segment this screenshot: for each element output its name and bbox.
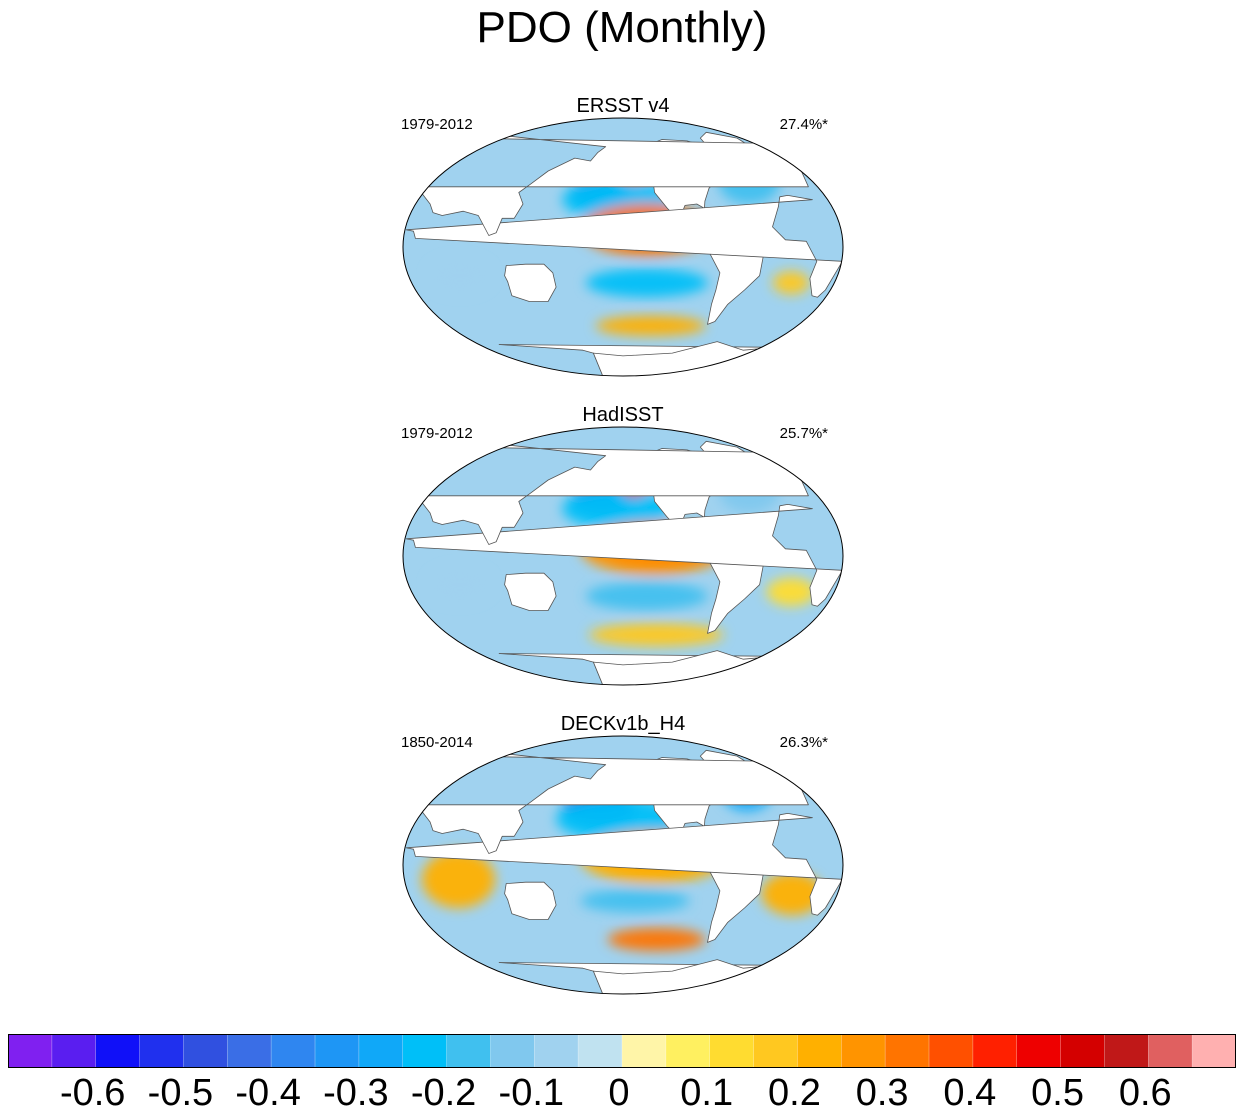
anomaly-southern-ocean-warm	[595, 315, 706, 336]
panel-title: ERSST v4	[576, 95, 670, 117]
panel-variance: 27.4%*	[779, 116, 828, 133]
colorbar-tick-label: 0.1	[680, 1072, 734, 1114]
anomaly-south-pacific-cool	[585, 581, 708, 611]
colorbar-swatch	[402, 1034, 447, 1068]
panel-variance: 26.3%*	[779, 734, 828, 751]
colorbar-tick-label: 0.4	[943, 1072, 997, 1114]
colorbar-swatch	[8, 1034, 53, 1068]
colorbar-swatch	[972, 1034, 1018, 1068]
panel-variance: 25.7%*	[779, 425, 828, 442]
colorbar-tick-label: -0.1	[498, 1072, 565, 1114]
panel-title: HadISST	[582, 404, 664, 426]
colorbar-swatch	[753, 1034, 798, 1068]
colorbar-swatch	[1192, 1034, 1236, 1068]
colorbar-swatch	[183, 1034, 228, 1068]
panel-period: 1979-2012	[401, 425, 473, 442]
colorbar-swatch	[358, 1034, 404, 1068]
land-australia	[504, 572, 557, 611]
figure-title: PDO (Monthly)	[476, 3, 768, 52]
colorbar-tick-label: 0.2	[768, 1072, 821, 1114]
land-africa	[405, 504, 843, 607]
anomaly-southern-ocean-warm	[589, 623, 724, 647]
anomaly-south-atlantic	[761, 872, 823, 916]
map-border	[402, 426, 844, 686]
colorbar-swatch	[885, 1034, 930, 1068]
colorbar-swatch	[622, 1034, 667, 1068]
colorbar-swatch	[490, 1034, 535, 1068]
colorbar-tick-label: -0.3	[323, 1072, 389, 1114]
colorbar-outline	[8, 1034, 1236, 1068]
colorbar-swatch	[665, 1034, 711, 1068]
anomaly-south-pacific-cool	[585, 268, 709, 298]
land-africa	[405, 813, 843, 916]
colorbar-swatch	[271, 1034, 316, 1068]
colorbar-swatch	[446, 1034, 491, 1068]
anomaly-indian-ocean	[421, 850, 496, 908]
colorbar-swatch	[1148, 1034, 1193, 1068]
colorbar-swatch	[841, 1034, 886, 1068]
map-border	[402, 735, 844, 995]
colorbar-swatch	[315, 1034, 360, 1068]
land-australia	[504, 263, 557, 302]
map-panel-deck: DECKv1b_H4 1850-2014 26.3%*	[400, 713, 846, 995]
colorbar-swatch	[95, 1034, 140, 1068]
colorbar-tick-label: 0	[608, 1072, 630, 1114]
colorbar-swatch	[578, 1034, 623, 1068]
colorbar-tick-label: -0.4	[235, 1072, 301, 1114]
map-svg	[402, 117, 844, 377]
map-panel-hadisst: HadISST 1979-2012 25.7%*	[400, 404, 846, 686]
colorbar-swatch	[1060, 1034, 1105, 1068]
colorbar-swatch	[534, 1034, 579, 1068]
colorbar-tick-labels: -0.6 -0.5 -0.4 -0.3 -0.2 -0.1 0 0.1 0.2 0.3 0.4 0.5…	[0, 1070, 1244, 1116]
colorbar-tick-label: 0.3	[855, 1072, 909, 1114]
anomaly-indian-ocean	[429, 258, 491, 293]
colorbar-tick-label: -0.2	[410, 1072, 477, 1114]
colorbar	[8, 1034, 1236, 1068]
anomaly-south-pacific-cool	[580, 889, 690, 913]
colorbar-swatch	[139, 1034, 184, 1068]
colorbar-swatch	[797, 1034, 842, 1068]
colorbar-tick-label: 0.5	[1031, 1072, 1084, 1114]
colorbar-swatch	[709, 1034, 754, 1068]
map-svg	[402, 426, 844, 686]
colorbar-tick-label: 0.6	[1118, 1072, 1172, 1114]
colorbar-tick-label: -0.5	[147, 1072, 214, 1114]
colorbar-swatch	[227, 1034, 272, 1068]
anomaly-indian-ocean	[429, 567, 491, 602]
colorbar-swatch	[51, 1034, 97, 1068]
map-svg	[402, 735, 844, 995]
panel-title: DECKv1b_H4	[560, 713, 686, 735]
colorbar-swatch	[1016, 1034, 1061, 1068]
anomaly-north-pacific-band	[562, 488, 673, 529]
anomaly-south-atlantic	[772, 271, 810, 295]
colorbar-swatch	[929, 1034, 974, 1068]
map-border	[402, 117, 844, 377]
panel-period: 1979-2012	[401, 116, 473, 133]
land-australia	[504, 881, 557, 920]
land-africa	[405, 195, 843, 298]
anomaly-south-atlantic	[766, 577, 816, 607]
panel-period: 1850-2014	[401, 734, 473, 751]
colorbar-swatch	[1104, 1034, 1149, 1068]
anomaly-southern-ocean-warm	[607, 928, 706, 951]
map-panel-ersst: ERSST v4 1979-2012 27.4%*	[400, 95, 846, 377]
colorbar-tick-label: -0.6	[59, 1072, 126, 1114]
